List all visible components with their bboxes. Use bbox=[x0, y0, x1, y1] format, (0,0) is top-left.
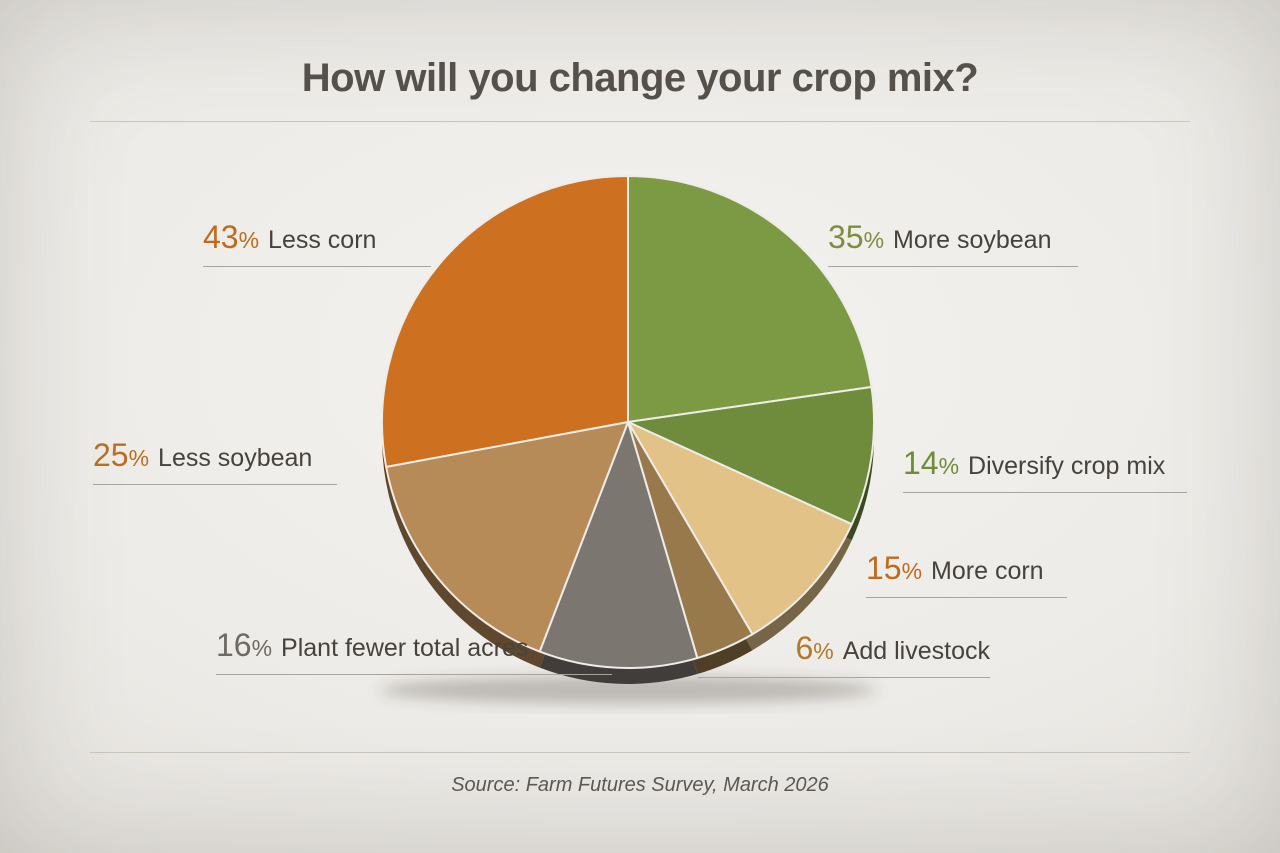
percent-sign: % bbox=[238, 227, 260, 253]
label-text: Plant fewer total acres bbox=[281, 634, 529, 662]
pct-value: 6% bbox=[795, 630, 833, 666]
percent-sign: % bbox=[863, 227, 885, 253]
pct-number: 43 bbox=[203, 219, 239, 255]
percent-sign: % bbox=[938, 453, 960, 479]
pct-number: 6 bbox=[795, 630, 814, 666]
pie-shadow bbox=[380, 676, 876, 704]
percent-sign: % bbox=[813, 638, 834, 664]
pie-slice-less-soybean bbox=[385, 421, 629, 653]
percent-sign: % bbox=[901, 558, 923, 584]
callout-more-corn: 15% More corn bbox=[866, 550, 1067, 598]
pct-number: 16 bbox=[216, 627, 252, 663]
pct-number: 15 bbox=[866, 550, 902, 586]
pct-value: 15% bbox=[866, 550, 922, 586]
top-divider bbox=[90, 121, 1190, 122]
pct-value: 14% bbox=[903, 445, 959, 481]
percent-sign: % bbox=[251, 635, 273, 661]
callout-less-corn: 43% Less corn bbox=[203, 219, 431, 267]
callout-add-livestock: 6% Add livestock bbox=[698, 630, 990, 678]
pie-svg bbox=[380, 175, 876, 704]
pct-value: 16% bbox=[216, 627, 272, 663]
pie-chart bbox=[358, 154, 898, 714]
pie-slice-more-soybean bbox=[627, 175, 873, 423]
pct-number: 35 bbox=[828, 219, 864, 255]
callout-plant-fewer-total-acres: 16% Plant fewer total acres bbox=[216, 627, 612, 675]
pct-number: 14 bbox=[903, 445, 939, 481]
chart-title: How will you change your crop mix? bbox=[301, 56, 979, 100]
label-text: More soybean bbox=[893, 226, 1052, 254]
pie-slice-plant-fewer-total-acres bbox=[538, 421, 699, 669]
pie-slice-more-corn bbox=[627, 421, 853, 636]
pie-slice-less-corn bbox=[381, 175, 629, 468]
pie-slice-diversify-crop-mix bbox=[627, 385, 875, 526]
label-text: More corn bbox=[931, 557, 1044, 585]
percent-sign: % bbox=[128, 445, 150, 471]
label-text: Less corn bbox=[268, 226, 377, 254]
pct-value: 43% bbox=[203, 219, 259, 255]
label-text: Diversify crop mix bbox=[968, 452, 1166, 480]
source-note: Source: Farm Futures Survey, March 2026 bbox=[451, 774, 829, 796]
label-text: Add livestock bbox=[842, 637, 990, 665]
pct-value: 35% bbox=[828, 219, 884, 255]
pct-number: 25 bbox=[93, 437, 129, 473]
callout-less-soybean: 25% Less soybean bbox=[93, 437, 337, 485]
callout-more-soybean: 35% More soybean bbox=[828, 219, 1078, 267]
pct-value: 25% bbox=[93, 437, 149, 473]
callout-diversify-crop-mix: 14% Diversify crop mix bbox=[903, 445, 1187, 493]
bottom-divider bbox=[90, 752, 1190, 753]
label-text: Less soybean bbox=[158, 444, 313, 472]
